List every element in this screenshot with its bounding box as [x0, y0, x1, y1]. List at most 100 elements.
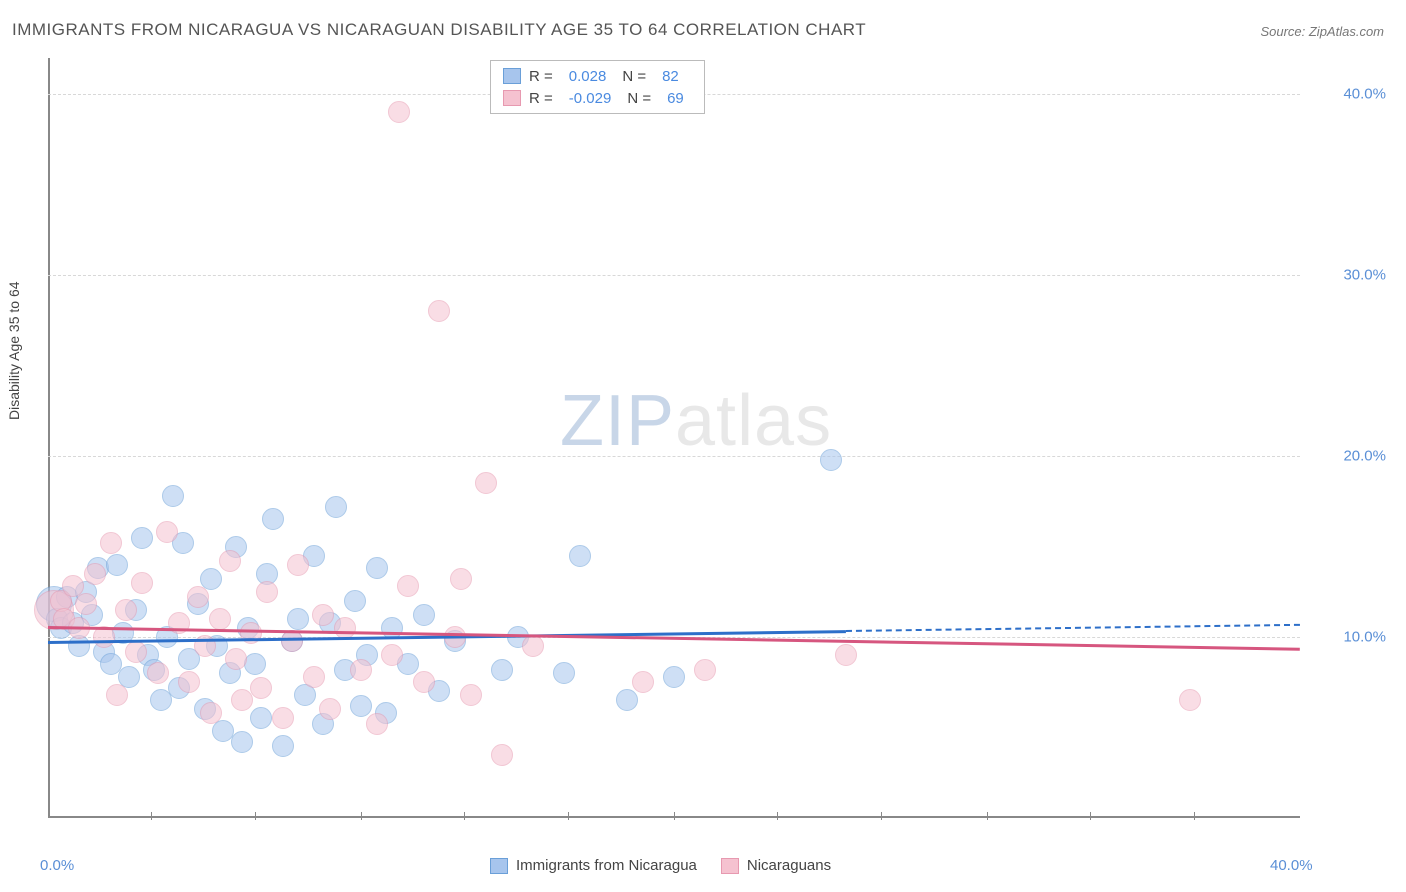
- data-point: [694, 659, 716, 681]
- data-point: [75, 593, 97, 615]
- data-point: [616, 689, 638, 711]
- data-point: [428, 300, 450, 322]
- x-tick-mark: [881, 812, 882, 820]
- r-label: R =: [529, 90, 553, 107]
- data-point: [272, 735, 294, 757]
- data-point: [115, 599, 137, 621]
- gridline: [48, 456, 1300, 457]
- correlation-legend: R = 0.028 N = 82 R = -0.029 N = 69: [490, 60, 705, 114]
- data-point: [200, 702, 222, 724]
- data-point: [256, 581, 278, 603]
- data-point: [150, 689, 172, 711]
- data-point: [663, 666, 685, 688]
- n-value: 69: [659, 90, 692, 107]
- gridline: [48, 275, 1300, 276]
- data-point: [350, 695, 372, 717]
- chart-title: IMMIGRANTS FROM NICARAGUA VS NICARAGUAN …: [12, 20, 866, 40]
- legend-label: Immigrants from Nicaragua: [516, 857, 697, 874]
- data-point: [303, 666, 325, 688]
- legend-row-0: R = 0.028 N = 82: [503, 65, 692, 87]
- legend-item-1: Nicaraguans: [721, 857, 831, 874]
- data-point: [522, 635, 544, 657]
- correlation-chart: IMMIGRANTS FROM NICARAGUA VS NICARAGUAN …: [0, 0, 1406, 892]
- data-point: [569, 545, 591, 567]
- data-point: [209, 608, 231, 630]
- data-point: [491, 744, 513, 766]
- data-point: [250, 677, 272, 699]
- y-tick-label: 40.0%: [1343, 86, 1386, 103]
- x-tick-mark: [777, 812, 778, 820]
- data-point: [225, 648, 247, 670]
- n-value: 82: [654, 68, 687, 85]
- r-value: -0.029: [561, 90, 620, 107]
- data-point: [131, 572, 153, 594]
- data-point: [1179, 689, 1201, 711]
- data-point: [325, 496, 347, 518]
- legend-item-0: Immigrants from Nicaragua: [490, 857, 697, 874]
- legend-swatch-blue: [490, 858, 508, 874]
- data-point: [350, 659, 372, 681]
- data-point: [820, 449, 842, 471]
- data-point: [413, 671, 435, 693]
- data-point: [106, 554, 128, 576]
- x-tick-mark: [987, 812, 988, 820]
- data-point: [187, 586, 209, 608]
- data-point: [100, 532, 122, 554]
- legend-swatch-pink: [721, 858, 739, 874]
- legend-swatch-pink: [503, 90, 521, 106]
- data-point: [366, 713, 388, 735]
- data-point: [240, 622, 262, 644]
- data-point: [287, 608, 309, 630]
- data-point: [835, 644, 857, 666]
- x-tick-mark: [464, 812, 465, 820]
- x-tick-label: 40.0%: [1270, 857, 1313, 874]
- data-point: [178, 671, 200, 693]
- y-axis-label: Disability Age 35 to 64: [6, 281, 22, 420]
- data-point: [219, 550, 241, 572]
- data-point: [366, 557, 388, 579]
- x-tick-mark: [151, 812, 152, 820]
- y-tick-label: 10.0%: [1343, 629, 1386, 646]
- data-point: [131, 527, 153, 549]
- data-point: [344, 590, 366, 612]
- series-legend: Immigrants from Nicaragua Nicaraguans: [490, 857, 831, 874]
- r-value: 0.028: [561, 68, 615, 85]
- data-point: [84, 563, 106, 585]
- data-point: [460, 684, 482, 706]
- x-tick-mark: [1194, 812, 1195, 820]
- data-point: [244, 653, 266, 675]
- data-point: [272, 707, 294, 729]
- data-point: [106, 684, 128, 706]
- data-point: [632, 671, 654, 693]
- legend-label: Nicaraguans: [747, 857, 831, 874]
- n-label: N =: [622, 68, 646, 85]
- legend-swatch-blue: [503, 68, 521, 84]
- data-point: [250, 707, 272, 729]
- data-point: [475, 472, 497, 494]
- data-point: [231, 731, 253, 753]
- data-point: [287, 554, 309, 576]
- data-point: [388, 101, 410, 123]
- data-point: [450, 568, 472, 590]
- x-tick-mark: [1090, 812, 1091, 820]
- n-label: N =: [627, 90, 651, 107]
- x-tick-mark: [255, 812, 256, 820]
- y-tick-label: 30.0%: [1343, 267, 1386, 284]
- data-point: [381, 644, 403, 666]
- data-point: [147, 662, 169, 684]
- data-point: [553, 662, 575, 684]
- x-tick-mark: [674, 812, 675, 820]
- y-tick-label: 20.0%: [1343, 448, 1386, 465]
- data-point: [334, 617, 356, 639]
- data-point: [231, 689, 253, 711]
- x-tick-mark: [361, 812, 362, 820]
- data-point: [162, 485, 184, 507]
- data-point: [397, 575, 419, 597]
- data-point: [156, 521, 178, 543]
- data-point: [281, 630, 303, 652]
- data-point: [413, 604, 435, 626]
- data-point: [491, 659, 513, 681]
- data-point: [319, 698, 341, 720]
- data-point: [125, 641, 147, 663]
- x-tick-label: 0.0%: [40, 857, 74, 874]
